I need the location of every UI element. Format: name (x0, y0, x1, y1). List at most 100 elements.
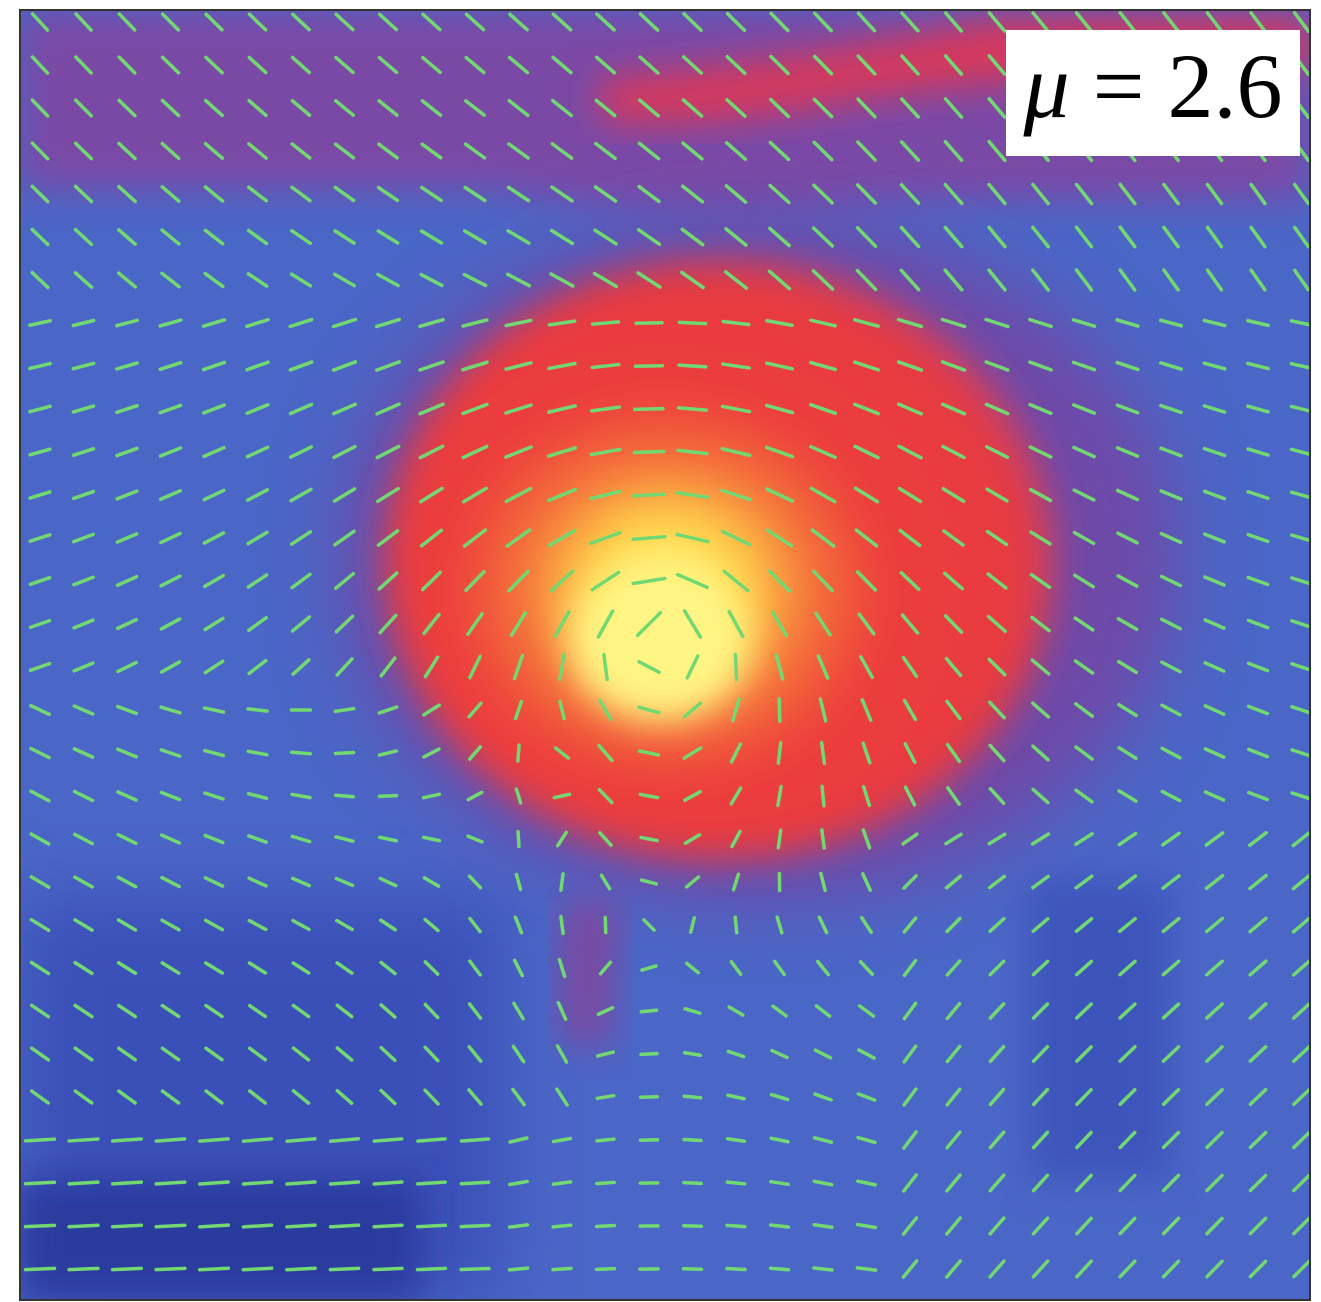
vector-arrow (69, 1268, 98, 1269)
vector-arrow (684, 1183, 701, 1184)
vector-arrow (113, 1182, 142, 1184)
vector-arrow (593, 322, 619, 324)
vector-arrow (69, 1139, 98, 1141)
vector-arrow (727, 1268, 745, 1269)
vector-arrow (685, 1053, 701, 1055)
label-text: = 2.6 (1070, 35, 1283, 137)
vector-arrow (771, 1225, 789, 1227)
vector-arrow (200, 1139, 228, 1141)
vector-arrow (69, 1225, 98, 1226)
vector-arrow (553, 1182, 570, 1184)
vector-arrow (26, 1139, 55, 1141)
vector-arrow (553, 1225, 571, 1227)
vector-arrow (778, 830, 780, 848)
vector-arrow (735, 917, 736, 932)
vector-arrow (822, 786, 824, 805)
vector-arrow (330, 1225, 358, 1227)
vector-arrow (200, 1225, 228, 1227)
vector-arrow (735, 654, 736, 679)
vector-arrow (374, 1268, 402, 1269)
vector-arrow (69, 1182, 98, 1184)
vector-arrow (113, 1225, 142, 1227)
vector-arrow (509, 1268, 527, 1270)
vector-arrow (636, 366, 663, 367)
vector-arrow (822, 830, 824, 848)
vector-arrow (597, 1182, 614, 1183)
vector-arrow (243, 1225, 271, 1227)
vector-arrow (156, 1182, 185, 1184)
vector-arrow (113, 1139, 142, 1141)
vector-arrow (336, 795, 354, 796)
vector-arrow (418, 1139, 445, 1141)
vector-arrow (596, 1269, 614, 1270)
vector-arrow (461, 1225, 489, 1226)
vector-arrow (684, 1226, 702, 1227)
hot-blob (385, 260, 1055, 860)
vector-arrow (597, 1226, 615, 1227)
vector-arrow (553, 1268, 571, 1269)
vector-arrow (380, 796, 397, 797)
dark-region (1030, 880, 1170, 1180)
vector-arrow (641, 1054, 657, 1055)
vector-arrow (243, 1268, 271, 1269)
hot-core (570, 560, 750, 720)
vector-arrow (779, 699, 780, 722)
vector-arrow (156, 1139, 184, 1141)
vector-arrow (510, 1225, 528, 1227)
vector-arrow (727, 1225, 745, 1226)
vector-arrow (770, 1268, 788, 1270)
vector-arrow (287, 1225, 315, 1227)
vector-arrow (814, 1268, 832, 1270)
vector-arrow (561, 874, 563, 890)
vector-arrow (684, 1139, 701, 1140)
vector-arrow (605, 917, 606, 932)
heatmap (20, 10, 1312, 1300)
vector-arrow (857, 1268, 875, 1270)
vector-arrow (26, 1268, 55, 1269)
vector-arrow (156, 1268, 185, 1269)
vector-arrow (518, 745, 519, 761)
vector-arrow (287, 1182, 315, 1184)
vector-arrow (634, 451, 663, 452)
vector-arrow (243, 1182, 271, 1184)
vector-arrow (597, 1139, 614, 1141)
vector-arrow (330, 1268, 358, 1269)
vector-arrow (634, 494, 665, 496)
vector-arrow (728, 1139, 745, 1141)
vector-arrow (26, 1182, 55, 1184)
vector-arrow (335, 752, 353, 753)
vector-arrow (287, 1139, 315, 1141)
vector-arrow (287, 1268, 315, 1269)
vector-arrow (641, 1097, 657, 1098)
vector-arrow (156, 1225, 185, 1227)
field-figure: μ = 2.6 (0, 0, 1321, 1302)
vector-arrow (418, 1268, 446, 1269)
dark-region (20, 1180, 420, 1300)
vector-arrow (641, 1010, 656, 1012)
vector-arrow (200, 1268, 229, 1269)
vector-arrow (518, 832, 519, 847)
vector-arrow (26, 1225, 55, 1226)
vector-arrow (561, 917, 563, 934)
parameter-label: μ = 2.6 (1022, 35, 1282, 137)
vector-arrow (331, 1182, 359, 1184)
vector-arrow (727, 1182, 744, 1184)
vector-arrow (679, 365, 706, 367)
vector-arrow (374, 1225, 402, 1227)
vector-arrow (461, 1182, 488, 1184)
vector-arrow (374, 1182, 402, 1184)
vector-arrow (418, 1182, 445, 1184)
vector-arrow (374, 1139, 401, 1141)
vector-arrow (418, 1225, 446, 1226)
vector-arrow (680, 322, 706, 323)
vector-arrow (684, 1096, 700, 1098)
vector-arrow (200, 1182, 228, 1184)
vector-arrow (331, 1139, 359, 1141)
vector-arrow (243, 1139, 271, 1141)
vector-arrow (113, 1268, 142, 1269)
vector-arrow (292, 752, 310, 753)
vector-arrow (248, 709, 267, 711)
page: {"label": {"symbol": "μ", "text": " = 2.… (0, 0, 1321, 1302)
vector-arrow (635, 409, 663, 410)
vector-arrow (778, 743, 780, 763)
